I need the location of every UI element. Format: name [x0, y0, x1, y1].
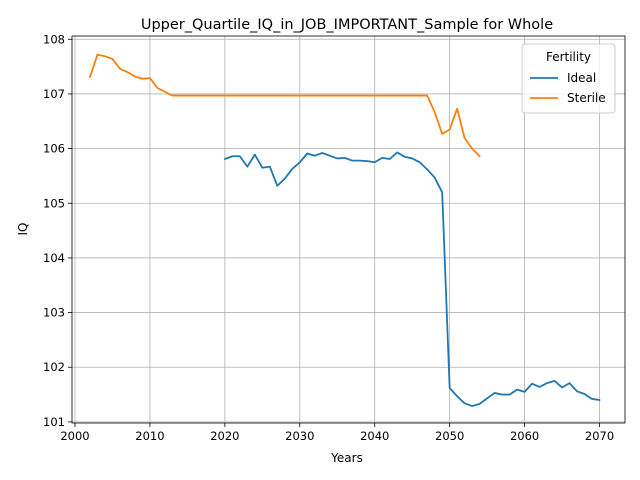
legend-label-ideal: Ideal [567, 71, 596, 85]
y-tick-label: 101 [43, 415, 65, 429]
plot-frame [71, 35, 626, 424]
x-tick-label: 2070 [585, 429, 614, 443]
y-tick-label: 104 [43, 251, 65, 265]
legend-title: Fertility [546, 50, 591, 64]
series-line-sterile [89, 53, 481, 158]
series-lines [89, 53, 601, 407]
x-tick-label: 2030 [285, 429, 314, 443]
x-axis-label: Years [330, 451, 363, 465]
legend-label-sterile: Sterile [567, 91, 606, 105]
x-tick-label: 2000 [60, 429, 89, 443]
y-tick-label: 103 [43, 306, 65, 320]
x-axis: 2000 2010 2020 2030 2040 2050 2060 2070 [60, 423, 614, 443]
y-axis-label: IQ [16, 223, 30, 236]
x-tick-label: 2040 [360, 429, 389, 443]
x-tick-label: 2010 [135, 429, 164, 443]
series-line-ideal [223, 151, 601, 407]
y-tick-label: 106 [43, 142, 65, 156]
x-tick-label: 2020 [210, 429, 239, 443]
x-tick-label: 2050 [435, 429, 464, 443]
legend: Fertility Ideal Sterile [521, 43, 616, 114]
legend-box [521, 43, 616, 114]
chart-title: Upper_Quartile_IQ_in_JOB_IMPORTANT_Sampl… [141, 17, 553, 33]
y-tick-label: 107 [43, 87, 65, 101]
y-tick-label: 102 [43, 360, 65, 374]
x-tick-label: 2060 [510, 429, 539, 443]
y-tick-label: 105 [43, 196, 65, 210]
y-axis: 101 102 103 104 105 106 107 108 [43, 32, 72, 429]
y-tick-label: 108 [43, 32, 65, 46]
